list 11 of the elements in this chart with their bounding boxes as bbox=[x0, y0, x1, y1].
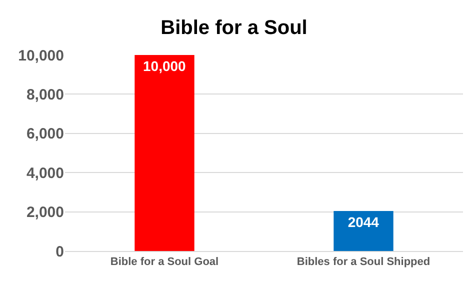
y-tick-label: 6,000 bbox=[26, 126, 64, 143]
y-tick-label: 0 bbox=[56, 243, 64, 260]
y-tick-label: 2,000 bbox=[26, 204, 64, 222]
y-tick-label: 8,000 bbox=[26, 86, 64, 104]
y-tick-label: 10,000 bbox=[18, 47, 64, 64]
data-label: 10,000 bbox=[142, 58, 186, 74]
chart-title: Bible for a Soul bbox=[160, 17, 308, 40]
x-tick-label: Bibles for a Soul Shipped bbox=[296, 256, 430, 268]
y-tick-label: 4,000 bbox=[26, 164, 64, 182]
x-tick-label: Bible for a Soul Goal bbox=[110, 256, 219, 268]
data-label: 2044 bbox=[348, 214, 380, 230]
